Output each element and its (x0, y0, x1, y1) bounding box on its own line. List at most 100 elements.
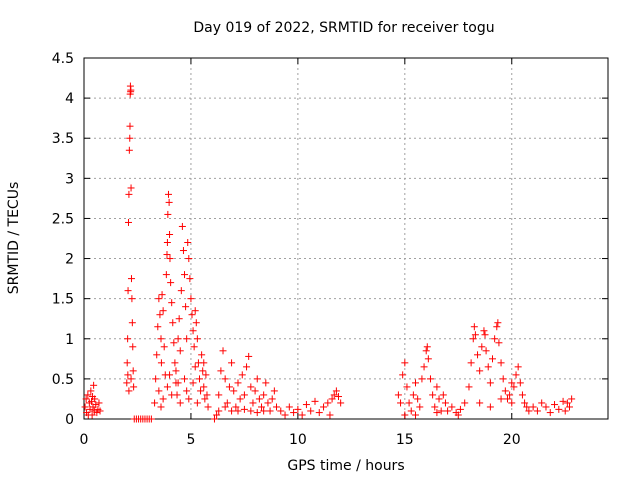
data-point (159, 307, 167, 315)
data-point (433, 409, 441, 417)
data-point (337, 399, 345, 407)
data-point (315, 409, 323, 417)
data-point (514, 363, 522, 371)
y-tick-label: 0.5 (52, 372, 74, 388)
data-point (497, 395, 505, 403)
y-tick-label: 4.5 (52, 51, 74, 67)
y-tick-label: 1.5 (52, 292, 74, 308)
data-point (126, 134, 134, 142)
data-point (551, 401, 559, 409)
data-point (165, 198, 173, 206)
data-point (294, 405, 302, 413)
data-point (412, 379, 420, 387)
data-point (249, 399, 257, 407)
data-point (444, 407, 452, 415)
data-point (533, 407, 541, 415)
data-point (429, 391, 437, 399)
data-point (247, 383, 255, 391)
data-point (93, 409, 101, 417)
data-point (529, 403, 537, 411)
data-point (191, 307, 199, 315)
data-point (168, 299, 176, 307)
data-point (394, 391, 402, 399)
data-point (422, 347, 430, 355)
data-point (405, 399, 413, 407)
data-point (491, 335, 499, 343)
data-point (508, 379, 516, 387)
data-point (127, 275, 135, 283)
data-point (158, 291, 166, 299)
data-point (407, 407, 415, 415)
data-point (555, 405, 563, 413)
data-point (225, 383, 233, 391)
data-point (124, 371, 132, 379)
data-point (489, 355, 497, 363)
data-point (81, 403, 89, 411)
y-axis-ticks: 0 0.5 1 1.5 2 2.5 3 3.5 4 4.5 (52, 51, 608, 428)
data-point (198, 351, 206, 359)
data-point (82, 395, 90, 403)
data-point (193, 335, 201, 343)
data-point (476, 367, 484, 375)
data-point (162, 271, 170, 279)
data-point (542, 403, 550, 411)
data-point (518, 391, 526, 399)
data-point (183, 335, 191, 343)
data-point (412, 411, 420, 419)
data-point (414, 395, 422, 403)
y-tick-label: 4 (65, 91, 74, 107)
data-point (170, 339, 178, 347)
data-point (441, 399, 449, 407)
data-point (200, 359, 208, 367)
data-point (147, 415, 155, 423)
data-point (401, 411, 409, 419)
data-point (197, 387, 205, 395)
data-point (124, 218, 132, 226)
data-point (270, 387, 278, 395)
data-point (200, 383, 208, 391)
data-point (195, 375, 203, 383)
data-point (277, 407, 285, 415)
data-point (563, 399, 571, 407)
x-tick-label: 5 (186, 432, 195, 448)
data-point (123, 379, 131, 387)
data-point (454, 411, 462, 419)
data-point (435, 395, 443, 403)
data-point (228, 407, 236, 415)
data-point (169, 319, 177, 327)
x-axis-ticks: 0 5 10 15 20 (80, 58, 521, 448)
data-point (215, 391, 223, 399)
data-point (497, 359, 505, 367)
data-point (253, 409, 261, 417)
data-point (129, 367, 137, 375)
data-point (285, 403, 293, 411)
data-point (186, 275, 194, 283)
data-point (401, 359, 409, 367)
data-point (328, 395, 336, 403)
data-point (508, 399, 516, 407)
data-point (469, 335, 477, 343)
data-point (125, 146, 133, 154)
data-point (221, 403, 229, 411)
data-points (81, 82, 576, 423)
data-point (84, 391, 92, 399)
data-point (418, 375, 426, 383)
data-point (127, 375, 135, 383)
x-tick-label: 20 (503, 432, 521, 448)
data-point (403, 383, 411, 391)
data-point (332, 387, 340, 395)
data-point (495, 339, 503, 347)
data-point (92, 401, 100, 409)
data-point (168, 391, 176, 399)
data-point (330, 391, 338, 399)
data-point (91, 395, 99, 403)
data-point (125, 387, 133, 395)
data-point (481, 331, 489, 339)
data-point (272, 403, 280, 411)
data-point (525, 407, 533, 415)
data-point (232, 403, 240, 411)
data-point (486, 403, 494, 411)
data-point (128, 295, 136, 303)
data-point (433, 383, 441, 391)
